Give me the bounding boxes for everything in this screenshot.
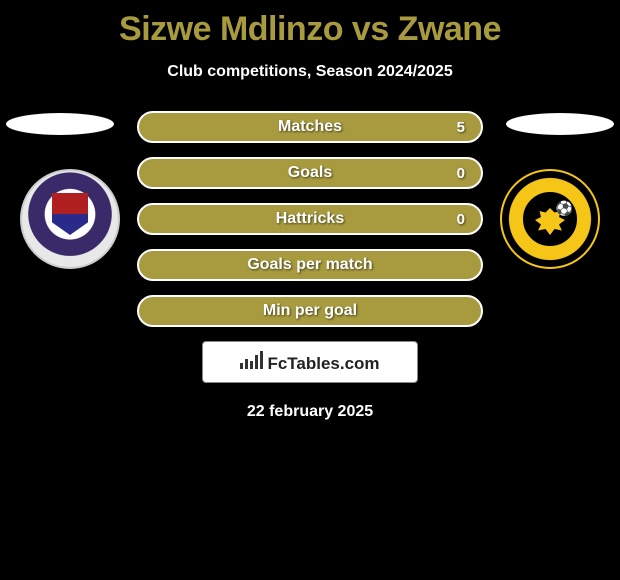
stat-bar-matches: Matches 5 [137,111,483,143]
stat-label: Hattricks [276,210,344,228]
branding-text: FcTables.com [267,354,379,374]
club-badge-right [500,169,600,269]
page-title: Sizwe Mdlinzo vs Zwane [0,0,620,49]
stat-bar-min-per-goal: Min per goal [137,295,483,327]
stat-value-right: 0 [457,211,465,228]
chart-icon [240,351,263,369]
player-placeholder-left [6,113,114,135]
stat-bar-hattricks: Hattricks 0 [137,203,483,235]
stat-label: Matches [278,118,342,136]
branding-box: FcTables.com [202,341,418,383]
comparison-area: Matches 5 Goals 0 Hattricks 0 Goals per … [0,111,620,421]
club-badge-left [20,169,120,269]
stat-label: Goals per match [247,256,372,274]
player-placeholder-right [506,113,614,135]
date-text: 22 february 2025 [0,403,620,421]
stat-value-right: 0 [457,165,465,182]
stat-bar-goals-per-match: Goals per match [137,249,483,281]
subtitle: Club competitions, Season 2024/2025 [0,63,620,81]
stat-label: Min per goal [263,302,357,320]
stat-label: Goals [288,164,332,182]
fctables-logo: FcTables.com [240,351,379,374]
stat-bar-goals: Goals 0 [137,157,483,189]
stat-value-right: 5 [457,119,465,136]
stats-column: Matches 5 Goals 0 Hattricks 0 Goals per … [137,111,483,327]
